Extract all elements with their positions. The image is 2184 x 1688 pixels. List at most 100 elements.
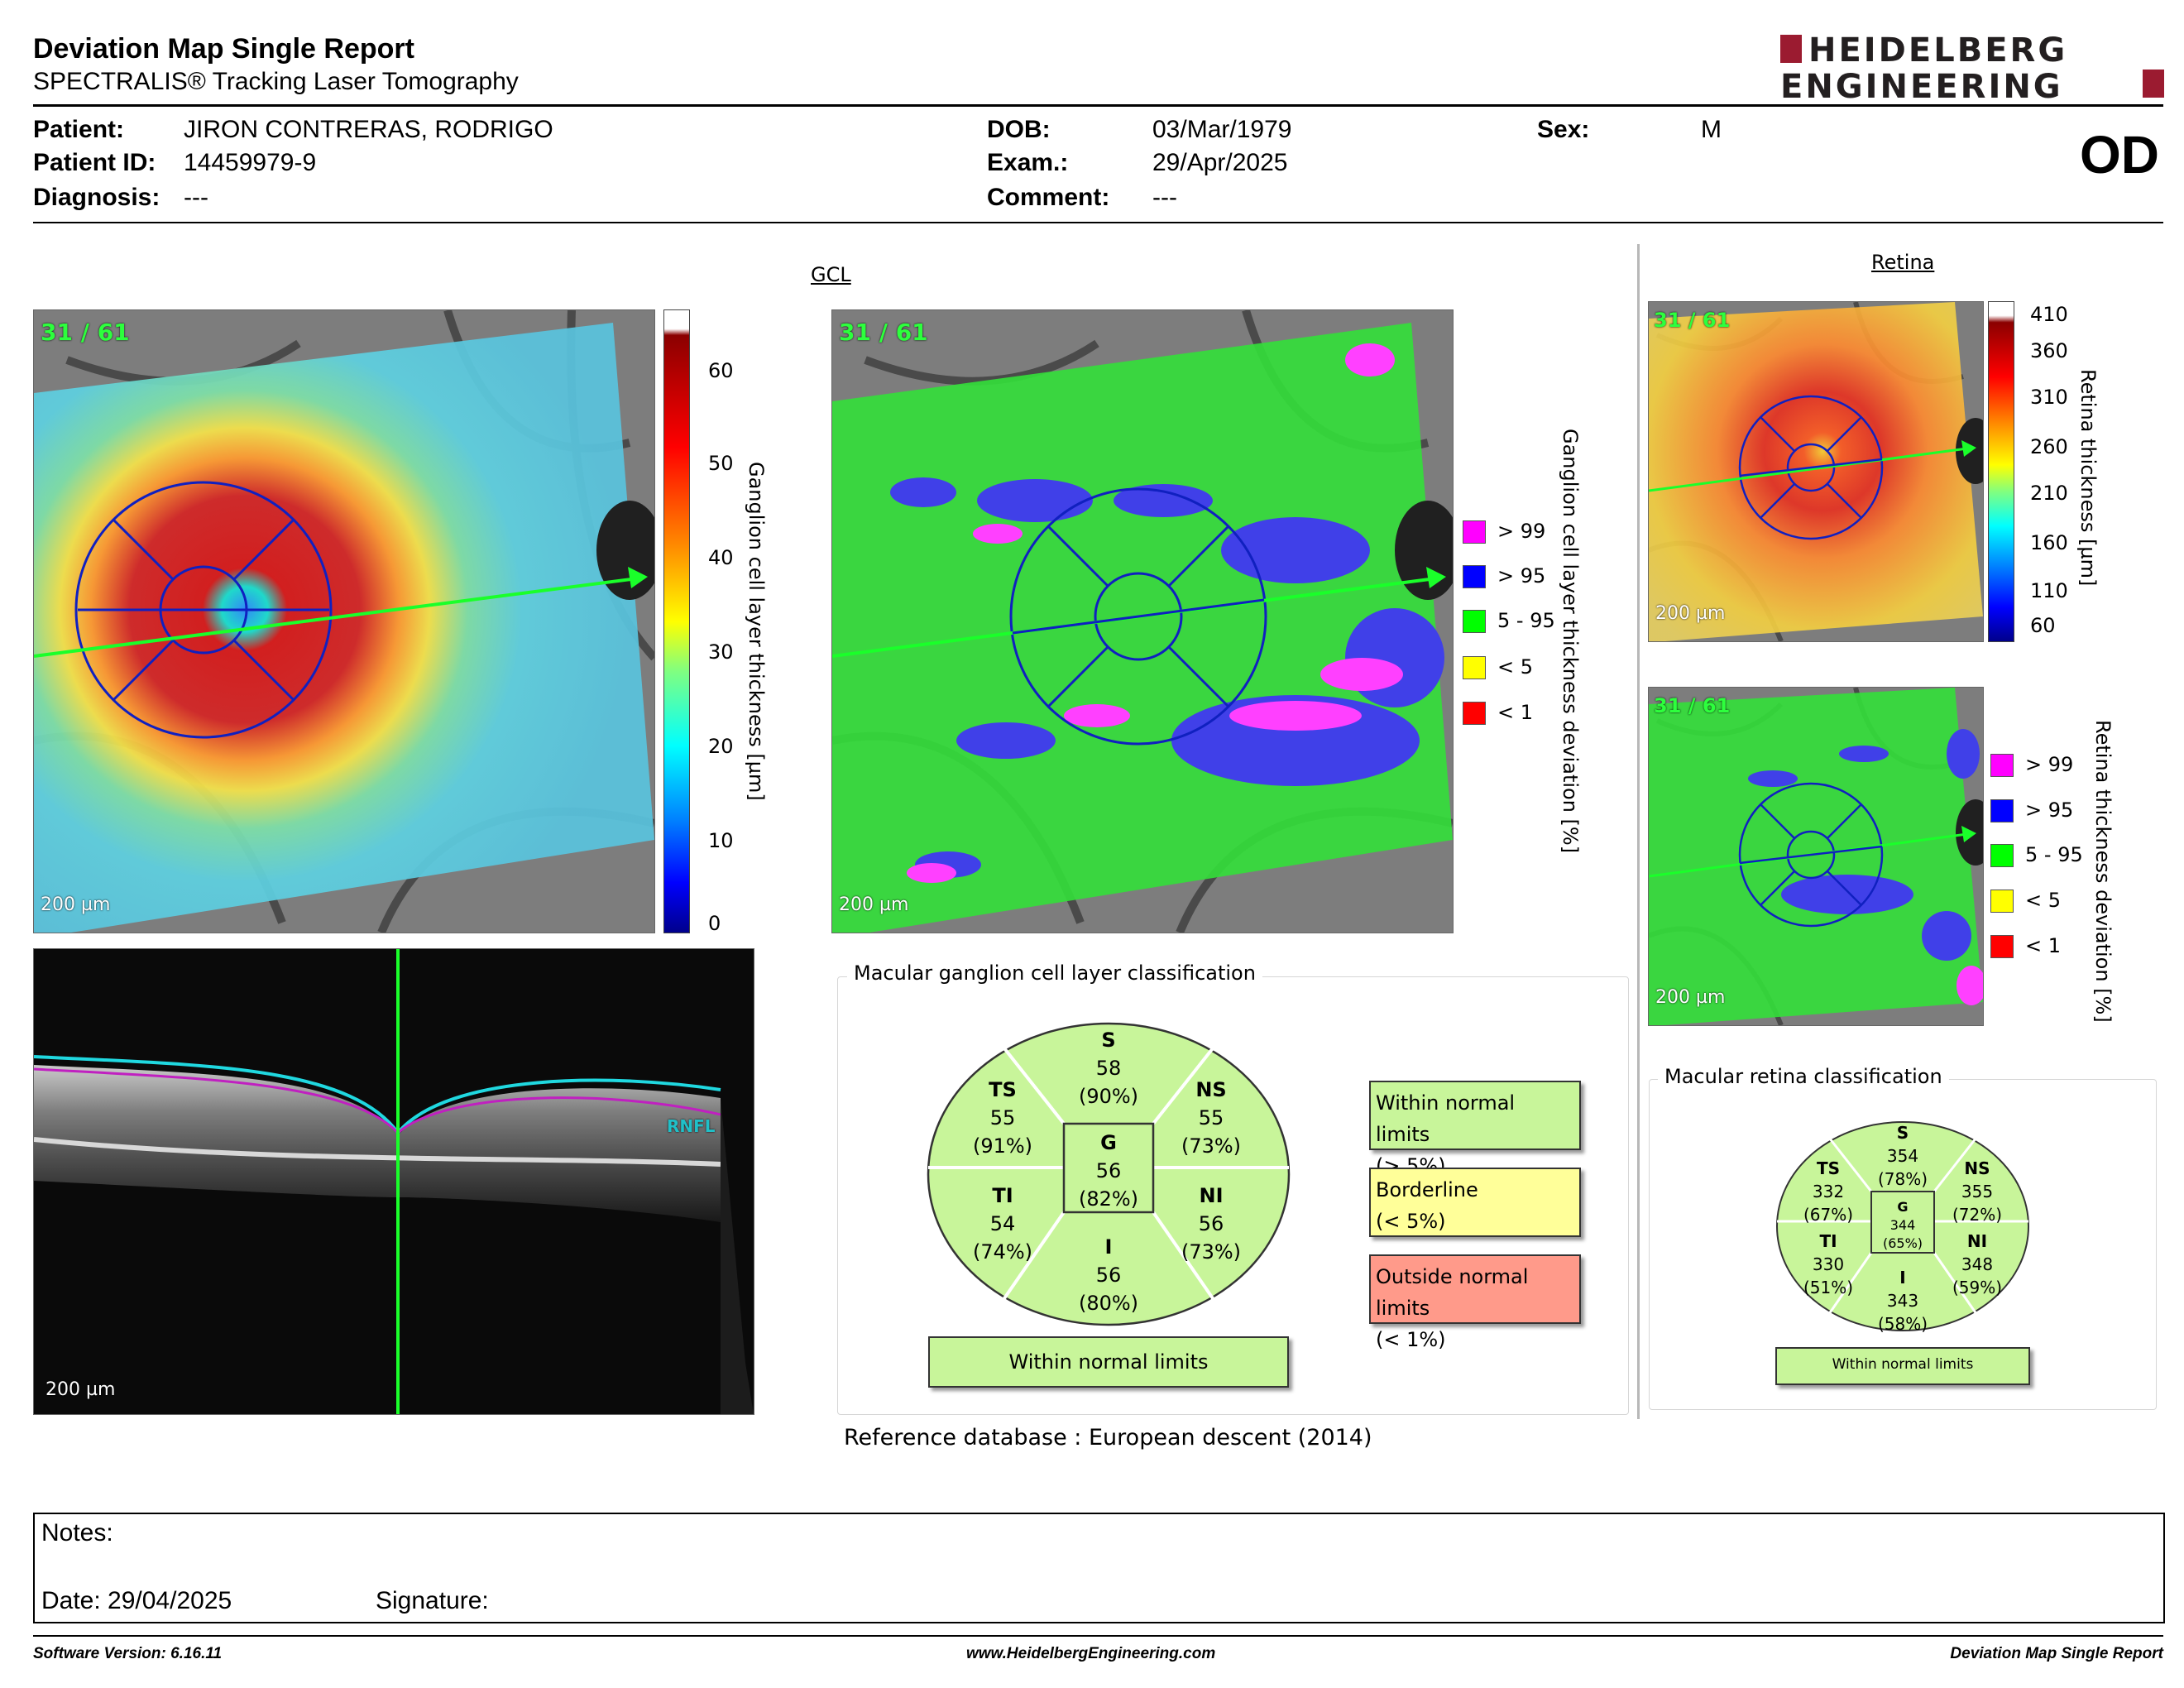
retina-tick-160: 160 xyxy=(2030,531,2068,554)
gcl-dev-scale-tag: 200 µm xyxy=(839,894,909,915)
gcl-deviation-axis-label: Ganglion cell layer thickness deviation … xyxy=(1559,429,1582,854)
gcl-ns-value: 55 xyxy=(1198,1106,1224,1129)
gcl-deviation-map[interactable]: 31 / 61 200 µm xyxy=(831,309,1454,933)
dob-value: 03/Mar/1979 xyxy=(1152,116,1292,143)
gcl-tick-0: 0 xyxy=(708,912,721,935)
gcl-ni-label: NI xyxy=(1199,1184,1224,1207)
key-borderline-line2: (< 5%) xyxy=(1376,1210,1446,1233)
gcl-sector-s: S 58 (90%) xyxy=(1067,1026,1150,1110)
retina-map-scan-tag: 31 / 61 xyxy=(1654,309,1731,332)
gcl-sector-g: G 56 (82%) xyxy=(1067,1129,1150,1213)
key-outside-line2: (< 1%) xyxy=(1376,1328,1446,1351)
retina-tick-360: 360 xyxy=(2030,339,2068,362)
gcl-s-value: 58 xyxy=(1095,1057,1122,1080)
retina-classification-title: Macular retina classification xyxy=(1658,1065,1949,1088)
retina-thickness-map[interactable]: 31 / 61 200 µm xyxy=(1648,301,1984,642)
eye-indicator: OD xyxy=(2080,125,2159,185)
gcl-ni-value: 56 xyxy=(1198,1212,1224,1235)
retina-tick-260: 260 xyxy=(2030,435,2068,458)
gcl-sector-ellipse xyxy=(927,1022,1291,1326)
gcl-ti-value: 54 xyxy=(989,1212,1016,1235)
exam-label: Exam.: xyxy=(987,149,1069,176)
key-borderline: Borderline (< 5%) xyxy=(1369,1168,1581,1237)
gcl-thickness-axis-label: Ganglion cell layer thickness [µm] xyxy=(745,462,768,801)
retina-legend-label-5: < 5 xyxy=(2025,889,2062,912)
retina-legend-swatch-99 xyxy=(1990,754,2014,777)
patient-name: JIRON CONTRERAS, RODRIGO xyxy=(184,116,553,143)
sex-label: Sex: xyxy=(1537,116,1590,143)
gcl-ns-pct: (73%) xyxy=(1181,1134,1242,1158)
gcl-map-scale-tag: 200 µm xyxy=(41,894,111,915)
retina-legend-label-99: > 99 xyxy=(2025,753,2074,776)
patient-id: 14459979-9 xyxy=(184,149,317,176)
gcl-thickness-colorbar xyxy=(663,309,690,933)
retina-ti-label: TI xyxy=(1819,1231,1837,1251)
gcl-legend-swatch-99 xyxy=(1463,520,1486,544)
retina-sector-g: G 344 (65%) xyxy=(1871,1198,1934,1253)
retina-section-title: Retina xyxy=(1871,251,1935,274)
gcl-legend-swatch-5 xyxy=(1463,656,1486,679)
retina-g-pct: (65%) xyxy=(1882,1235,1923,1251)
gcl-sector-ti: TI 54 (74%) xyxy=(961,1182,1044,1266)
gcl-legend-swatch-5-95 xyxy=(1463,610,1486,633)
gcl-ni-pct: (73%) xyxy=(1181,1240,1242,1264)
retina-s-pct: (78%) xyxy=(1877,1169,1928,1189)
retina-thickness-colorbar xyxy=(1988,301,2014,642)
retina-legend-swatch-5-95 xyxy=(1990,844,2014,867)
gcl-sector-i: I 56 (80%) xyxy=(1067,1233,1150,1317)
gcl-legend-label-5-95: 5 - 95 xyxy=(1497,609,1555,632)
gcl-sector-ns: NS 55 (73%) xyxy=(1170,1076,1252,1160)
retina-i-pct: (58%) xyxy=(1877,1314,1928,1334)
gcl-i-value: 56 xyxy=(1095,1264,1122,1287)
key-borderline-line1: Borderline xyxy=(1376,1178,1478,1201)
retina-deviation-map[interactable]: 31 / 61 200 µm xyxy=(1648,687,1984,1026)
comment-label: Comment: xyxy=(987,184,1110,211)
retina-sector-s: S 354 (78%) xyxy=(1870,1121,1936,1191)
logo-line1: HEIDELBERG xyxy=(1808,31,2067,70)
retina-ni-label: NI xyxy=(1966,1231,1988,1251)
retina-ti-pct: (51%) xyxy=(1803,1278,1854,1297)
retina-i-label: I xyxy=(1899,1268,1906,1288)
gcl-tick-50: 50 xyxy=(708,452,734,475)
gcl-classification-title: Macular ganglion cell layer classificati… xyxy=(847,961,1262,985)
reference-label: Reference database : xyxy=(844,1425,1082,1451)
gcl-thickness-map[interactable]: 31 / 61 200 µm xyxy=(33,309,655,933)
notes-date: Date: 29/04/2025 xyxy=(41,1587,232,1614)
retina-s-value: 354 xyxy=(1886,1146,1919,1166)
retina-ts-pct: (67%) xyxy=(1803,1205,1854,1225)
gcl-ns-label: NS xyxy=(1195,1078,1227,1101)
notes-box[interactable]: Notes: Date: 29/04/2025 Signature: xyxy=(33,1513,2165,1623)
retina-sector-ts: TS 332 (67%) xyxy=(1795,1157,1861,1226)
gcl-dev-scan-tag: 31 / 61 xyxy=(839,319,928,346)
retina-sector-ti: TI 330 (51%) xyxy=(1795,1230,1861,1299)
gcl-g-label: G xyxy=(1100,1131,1117,1154)
diagnosis-label: Diagnosis: xyxy=(33,184,160,211)
gcl-map-scan-tag: 31 / 61 xyxy=(41,319,130,346)
retina-legend-label-5-95: 5 - 95 xyxy=(2025,843,2083,866)
section-divider xyxy=(1637,244,1640,1419)
retina-tick-60: 60 xyxy=(2030,614,2056,637)
gcl-legend-label-1: < 1 xyxy=(1497,701,1534,724)
gcl-legend-label-5: < 5 xyxy=(1497,655,1534,679)
retina-sector-ni: NI 348 (59%) xyxy=(1944,1230,2010,1299)
diagnosis-value: --- xyxy=(184,184,208,211)
notes-signature[interactable]: Signature: xyxy=(376,1587,489,1614)
footer-website[interactable]: www.HeidelbergEngineering.com xyxy=(966,1645,1216,1662)
gcl-ts-value: 55 xyxy=(989,1106,1016,1129)
retina-tick-110: 110 xyxy=(2030,579,2068,602)
retina-overall-result: Within normal limits xyxy=(1775,1347,2030,1385)
oct-bscan-image[interactable]: RNFL 200 µm xyxy=(33,948,754,1415)
gcl-s-label: S xyxy=(1101,1029,1116,1052)
retina-ti-value: 330 xyxy=(1812,1254,1845,1274)
retina-map-scale-tag: 200 µm xyxy=(1655,603,1726,624)
retina-ni-value: 348 xyxy=(1961,1254,1994,1274)
notes-label: Notes: xyxy=(41,1519,113,1547)
gcl-ti-pct: (74%) xyxy=(972,1240,1033,1264)
logo-line2: ENGINEERING xyxy=(1780,68,2063,103)
retina-ns-label: NS xyxy=(1964,1158,1990,1178)
gcl-tick-30: 30 xyxy=(708,640,734,664)
footer-report-name: Deviation Map Single Report xyxy=(1950,1645,2163,1662)
retina-dev-scan-tag: 31 / 61 xyxy=(1654,694,1731,717)
retina-ts-value: 332 xyxy=(1812,1182,1845,1201)
retina-legend-label-1: < 1 xyxy=(2025,934,2062,957)
